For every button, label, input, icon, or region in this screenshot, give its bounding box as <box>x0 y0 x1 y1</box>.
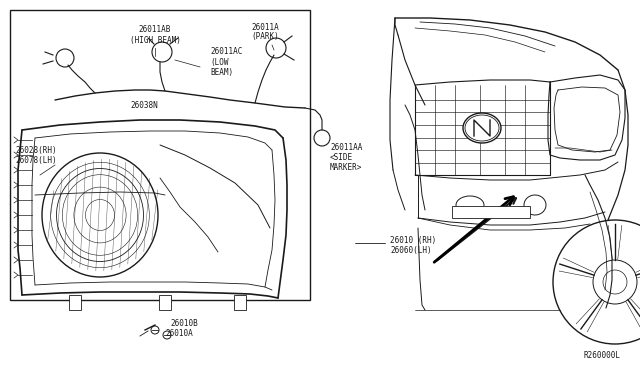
Text: 26010A: 26010A <box>165 328 193 337</box>
Text: 26060(LH): 26060(LH) <box>390 246 431 254</box>
Text: <SIDE: <SIDE <box>330 154 353 163</box>
Ellipse shape <box>463 113 501 143</box>
Text: R260000L: R260000L <box>583 350 620 359</box>
Bar <box>10 10 310 300</box>
Text: 26010B: 26010B <box>170 318 198 327</box>
Text: (LOW: (LOW <box>210 58 228 67</box>
Text: 26078(LH): 26078(LH) <box>15 157 56 166</box>
Bar <box>234 295 246 310</box>
Bar <box>69 295 81 310</box>
Text: BEAM): BEAM) <box>210 67 233 77</box>
Text: 26011AC: 26011AC <box>210 48 243 57</box>
Text: 26011AB: 26011AB <box>139 26 171 35</box>
Text: 26028(RH): 26028(RH) <box>15 145 56 154</box>
Text: 26038N: 26038N <box>130 102 157 110</box>
Text: 26011AA: 26011AA <box>330 144 362 153</box>
Text: MARKER>: MARKER> <box>330 164 362 173</box>
Text: 26011A: 26011A <box>251 23 279 32</box>
Bar <box>159 295 171 310</box>
Text: 26010 (RH): 26010 (RH) <box>390 235 436 244</box>
Bar <box>452 206 530 218</box>
Text: (PARK): (PARK) <box>251 32 279 42</box>
Text: (HIGH BEAM): (HIGH BEAM) <box>129 35 180 45</box>
